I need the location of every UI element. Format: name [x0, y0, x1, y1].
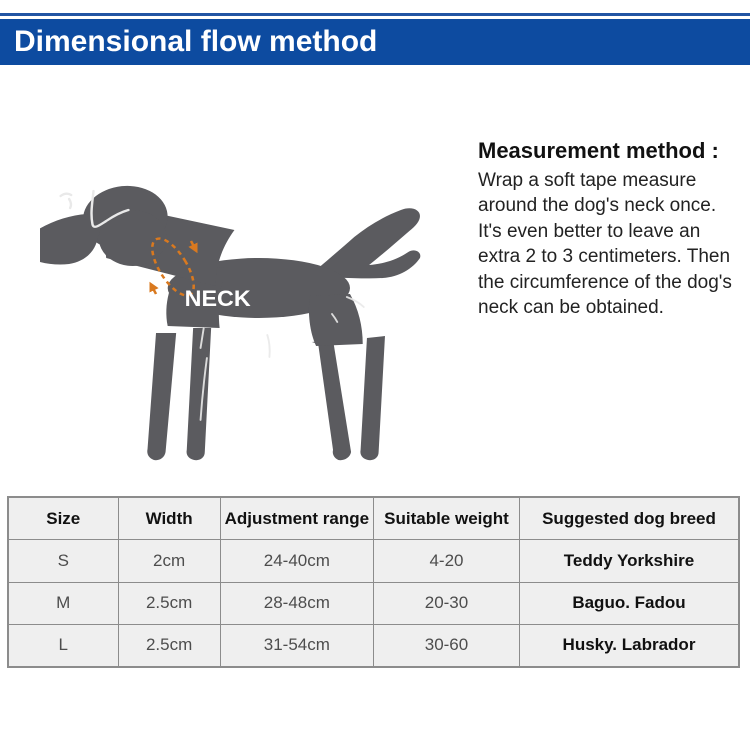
- svg-text:NECK: NECK: [185, 286, 252, 311]
